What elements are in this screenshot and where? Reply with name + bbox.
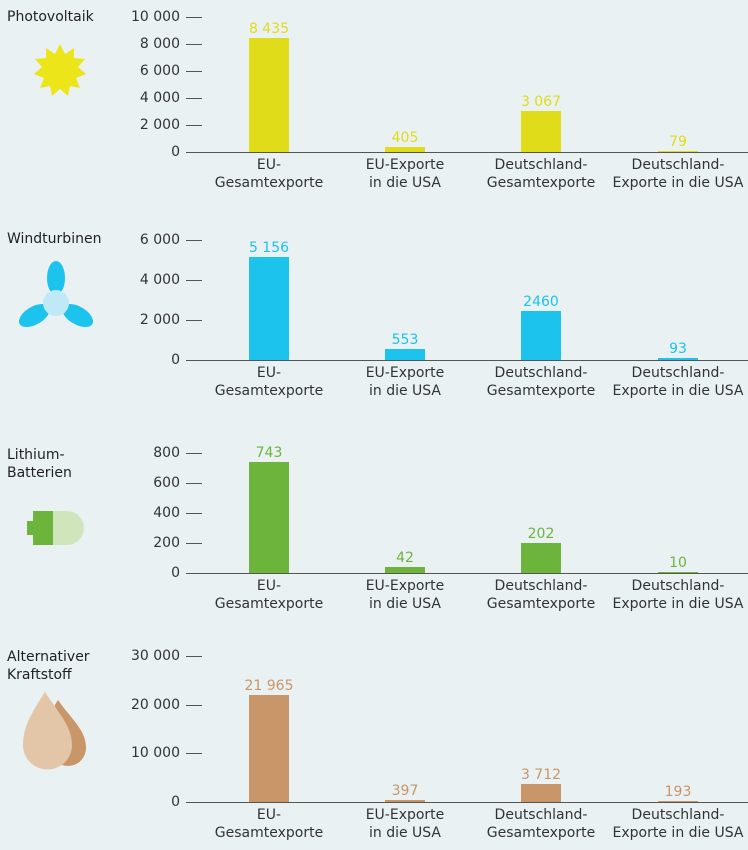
x-tick-label: Deutschland- Gesamtexporte — [486, 157, 596, 191]
axis-line — [186, 360, 748, 361]
value-label: 202 — [527, 525, 555, 542]
y-tick-label: 6 000 — [139, 232, 180, 248]
y-tick-label: 0 — [171, 565, 180, 581]
value-label: 42 — [396, 549, 414, 566]
x-tick-label: Deutschland- Exporte in die USA — [612, 157, 744, 191]
bar — [658, 571, 698, 573]
y-tick-label: 10 000 — [131, 9, 180, 25]
y-tick-label: 8 000 — [139, 36, 180, 52]
value-label: 5 156 — [248, 239, 290, 256]
axis-line — [186, 152, 748, 153]
tick-mark — [186, 240, 202, 241]
drops-icon — [23, 692, 86, 770]
axis-line — [186, 573, 748, 574]
tick-mark — [186, 513, 202, 514]
y-tick-label: 2 000 — [139, 117, 180, 133]
value-label: 2460 — [523, 293, 559, 310]
x-tick-label: Deutschland- Exporte in die USA — [612, 807, 744, 841]
tick-mark — [186, 17, 202, 18]
chart-title: Photovoltaik — [7, 9, 94, 25]
bar — [521, 110, 561, 152]
y-tick-label: 800 — [153, 445, 180, 461]
x-tick-label: EU- Gesamtexporte — [214, 365, 324, 399]
y-tick-label: 30 000 — [131, 648, 180, 664]
tick-mark — [186, 656, 202, 657]
y-tick-label: 4 000 — [139, 272, 180, 288]
y-tick-label: 400 — [153, 505, 180, 521]
tick-mark — [186, 44, 202, 45]
value-label: 21 965 — [244, 678, 294, 695]
tick-mark — [186, 125, 202, 126]
tick-mark — [186, 280, 202, 281]
y-tick-label: 0 — [171, 794, 180, 810]
value-label: 93 — [669, 341, 687, 358]
bar — [658, 358, 698, 360]
bar — [249, 38, 289, 152]
value-label: 743 — [255, 444, 283, 461]
value-label: 79 — [669, 133, 687, 150]
y-tick-label: 20 000 — [131, 696, 180, 713]
x-tick-label: EU-Exporte in die USA — [365, 157, 445, 191]
bar — [249, 695, 289, 802]
bar — [385, 146, 425, 152]
x-tick-label: Deutschland- Exporte in die USA — [612, 578, 744, 612]
y-tick-label: 600 — [153, 475, 180, 491]
bar — [521, 542, 561, 573]
tick-mark — [186, 483, 202, 484]
value-label: 397 — [391, 783, 419, 800]
chart-title: Windturbinen — [7, 231, 102, 247]
sun-icon — [34, 44, 86, 96]
tick-mark — [186, 320, 202, 321]
bar — [521, 310, 561, 360]
x-tick-label: EU- Gesamtexporte — [214, 157, 324, 191]
value-label: 10 — [669, 554, 687, 571]
value-label: 3 712 — [520, 766, 562, 783]
chart-title: Lithium- Batterien — [7, 447, 72, 481]
y-tick-label: 4 000 — [139, 90, 180, 106]
bar — [658, 801, 698, 802]
y-tick-label: 0 — [171, 352, 180, 368]
bar — [658, 150, 698, 152]
bar — [521, 783, 561, 802]
bar — [385, 800, 425, 802]
tick-mark — [186, 704, 202, 706]
bar — [385, 348, 425, 360]
y-tick-label: 2 000 — [139, 312, 180, 328]
value-label: 193 — [664, 784, 692, 801]
y-tick-label: 10 000 — [131, 745, 180, 762]
x-tick-label: EU-Exporte in die USA — [365, 365, 445, 399]
axis-line — [186, 802, 748, 803]
x-tick-label: EU-Exporte in die USA — [365, 807, 445, 841]
y-tick-label: 0 — [171, 144, 180, 160]
fan-icon — [18, 261, 94, 328]
battery-icon — [27, 511, 84, 545]
x-tick-label: Deutschland- Gesamtexporte — [486, 578, 596, 612]
y-tick-label: 6 000 — [139, 63, 180, 79]
tick-mark — [186, 71, 202, 72]
value-label: 8 435 — [248, 21, 290, 38]
tick-mark — [186, 453, 202, 454]
x-tick-label: Deutschland- Gesamtexporte — [486, 365, 596, 399]
bar — [249, 461, 289, 573]
tick-mark — [186, 753, 202, 755]
bar — [385, 566, 425, 573]
x-tick-label: EU- Gesamtexporte — [214, 807, 324, 841]
value-label: 405 — [391, 129, 419, 146]
tick-mark — [186, 543, 202, 544]
y-tick-label: 200 — [153, 535, 180, 551]
x-tick-label: EU-Exporte in die USA — [365, 578, 445, 612]
x-tick-label: EU- Gesamtexporte — [214, 578, 324, 612]
value-label: 553 — [391, 331, 419, 348]
x-tick-label: Deutschland- Gesamtexporte — [486, 807, 596, 841]
tick-mark — [186, 98, 202, 99]
chart-title: Alternativer Kraftstoff — [7, 649, 90, 683]
bar — [249, 256, 289, 360]
x-tick-label: Deutschland- Exporte in die USA — [612, 365, 744, 399]
value-label: 3 067 — [520, 93, 562, 110]
